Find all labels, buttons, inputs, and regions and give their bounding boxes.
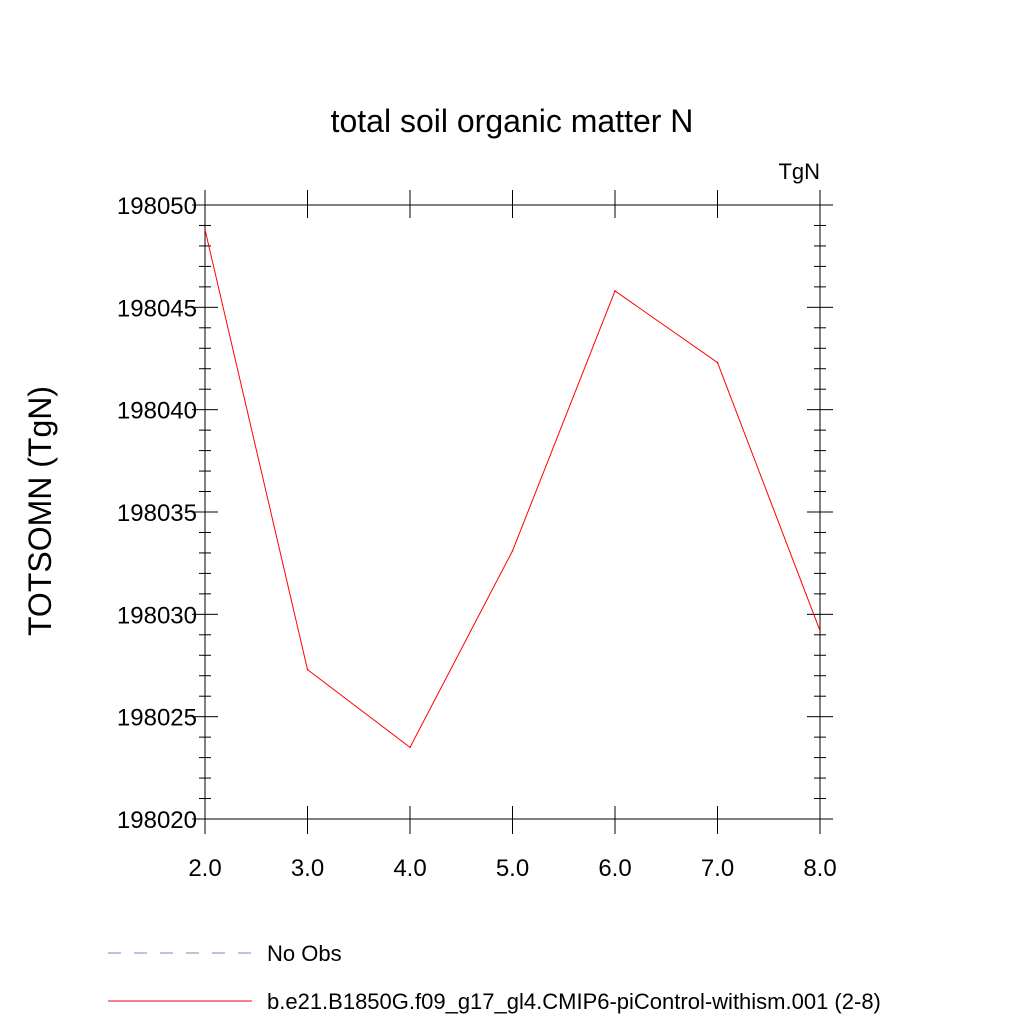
x-tick-label: 7.0 xyxy=(701,855,734,882)
axes xyxy=(204,204,821,820)
y-tick-label: 198040 xyxy=(117,398,197,425)
y-axis-label: TOTSOMN (TgN) xyxy=(22,386,58,636)
data-point xyxy=(306,668,309,671)
data-point xyxy=(614,290,616,292)
legend-label-no-obs: No Obs xyxy=(267,941,342,966)
data-point xyxy=(819,629,821,632)
data-point xyxy=(511,550,514,552)
series-line-0 xyxy=(204,229,821,749)
y-tick-label: 198035 xyxy=(117,500,197,527)
x-tick-label: 2.0 xyxy=(188,855,221,882)
y-tick-label: 198025 xyxy=(117,705,197,732)
legend-label-model-run: b.e21.B1850G.f09_g17_gl4.CMIP6-piControl… xyxy=(267,989,881,1014)
tick-labels: 2.0 3.0 4.0 5.0 6.0 7.0 8.0 198020 198025 198030 1… xyxy=(117,193,837,882)
x-tick-label: 3.0 xyxy=(291,855,324,882)
units-label: TgN xyxy=(778,159,820,184)
x-tick-label: 6.0 xyxy=(598,855,631,882)
legend: No Obs b.e21.B1850G.f09_g17_gl4.CMIP6-pi… xyxy=(108,941,881,1014)
data-point xyxy=(204,228,206,231)
y-tick-label: 198050 xyxy=(117,193,197,220)
plot-frame xyxy=(204,204,821,820)
ticks xyxy=(192,190,833,834)
y-tick-label: 198045 xyxy=(117,295,197,322)
chart-title: total soil organic matter N xyxy=(331,103,694,139)
data-point xyxy=(409,746,411,749)
x-tick-label: 8.0 xyxy=(803,855,836,882)
x-tick-label: 4.0 xyxy=(393,855,426,882)
series xyxy=(204,228,821,749)
x-tick-label: 5.0 xyxy=(496,855,529,882)
y-tick-label: 198030 xyxy=(117,602,197,629)
data-point xyxy=(716,361,719,364)
y-tick-label: 198020 xyxy=(117,807,197,834)
